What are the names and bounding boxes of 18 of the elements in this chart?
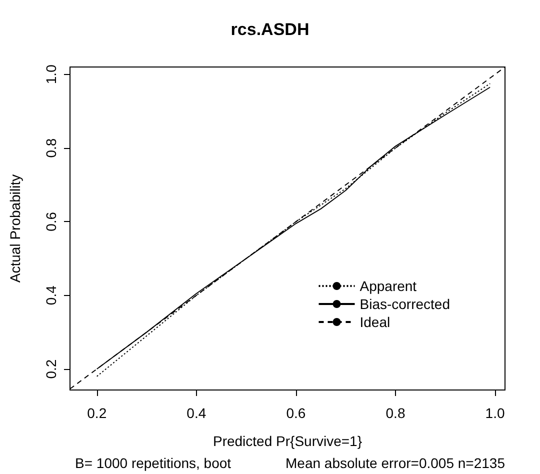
- y-tick-label: 1.0: [43, 64, 59, 84]
- x-axis-title: Predicted Pr{Survive=1}: [212, 433, 362, 449]
- x-tick-label: 0.6: [286, 405, 306, 421]
- text: Mean absolute error=0.005 n=2135: [286, 455, 506, 471]
- y-tick-label: 0.2: [43, 359, 59, 379]
- text: B= 1000 repetitions, boot: [75, 455, 232, 471]
- legend-label: Ideal: [360, 314, 390, 330]
- y-tick-label: 0.4: [43, 285, 59, 306]
- y-tick-label: 0.6: [43, 212, 59, 232]
- x-tick-label: 0.8: [386, 405, 406, 421]
- legend-label: Bias-corrected: [360, 296, 450, 312]
- legend-label: Apparent: [360, 278, 417, 294]
- x-tick-label: 0.4: [186, 405, 206, 421]
- x-tick-label: 1.0: [485, 405, 505, 421]
- y-tick-label: 0.8: [43, 138, 59, 158]
- y-axis-title: Actual Probability: [7, 174, 23, 283]
- chart-title: rcs.ASDH: [230, 20, 310, 39]
- x-tick-label: 0.2: [87, 405, 107, 421]
